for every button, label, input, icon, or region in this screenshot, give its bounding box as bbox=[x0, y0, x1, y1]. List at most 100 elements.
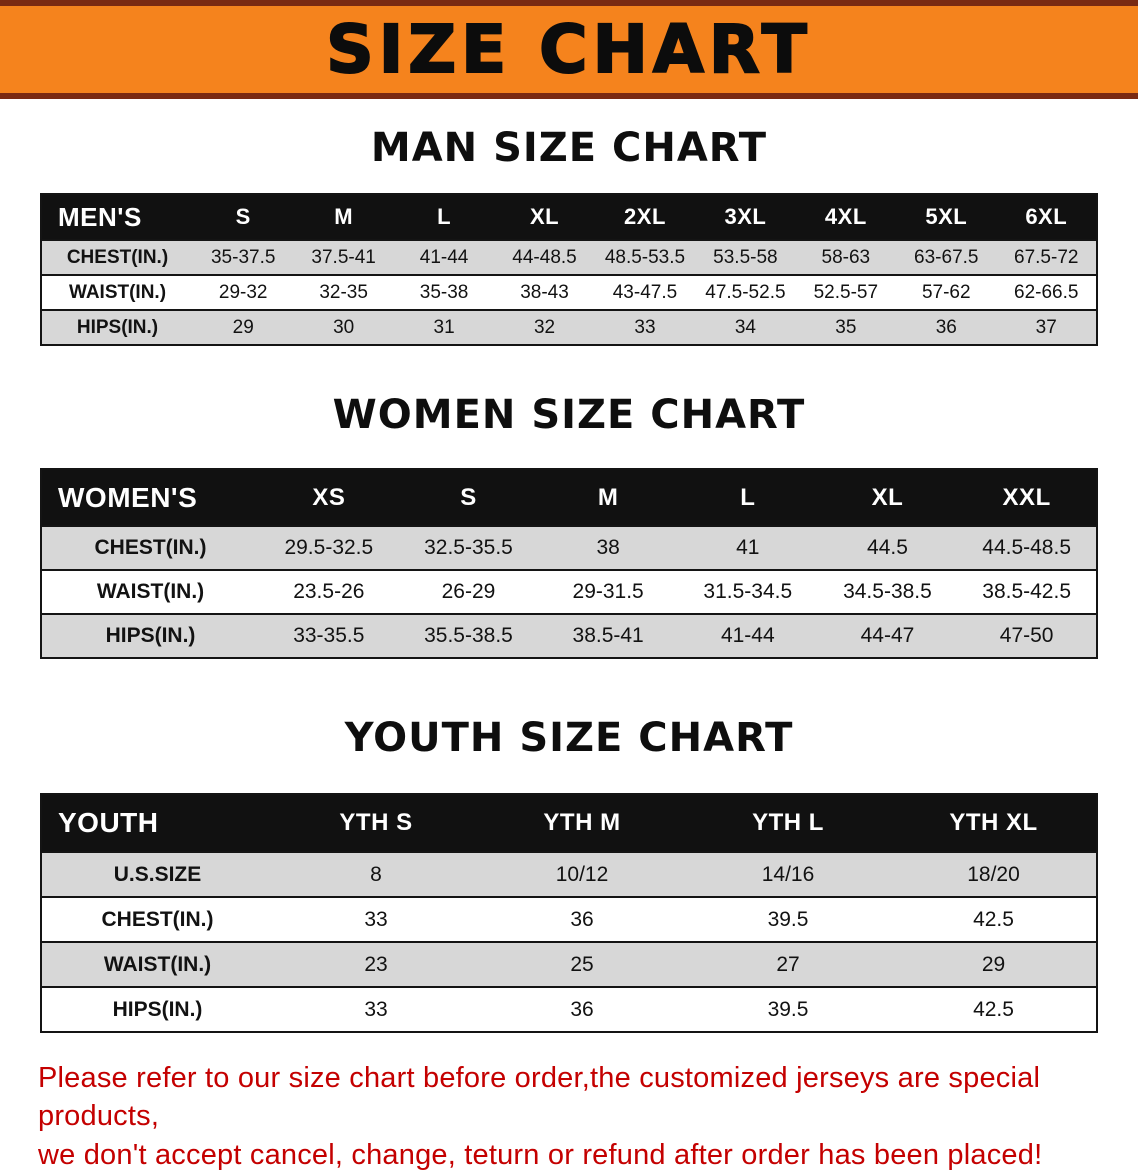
men-size-table: MEN'S S M L XL 2XL 3XL 4XL 5XL 6XL CHEST(IN.) 35-37… bbox=[40, 193, 1098, 346]
youth-row-chest-in: CHEST(IN.) 33 36 39.5 42.5 bbox=[41, 897, 1097, 942]
size-value: 38.5-42.5 bbox=[982, 580, 1072, 603]
size-value: 41 bbox=[736, 536, 760, 559]
men-header-row: MEN'S S M L XL 2XL 3XL 4XL 5XL 6XL bbox=[41, 194, 1097, 240]
youth-row-hips-in: HIPS(IN.) 33 36 39.5 42.5 bbox=[41, 987, 1097, 1032]
youth-table-title: YOUTH bbox=[41, 794, 273, 852]
size-value: 10/12 bbox=[555, 862, 609, 886]
size-value: 29 bbox=[981, 952, 1006, 976]
women-section: WOMEN SIZE CHART WOMEN'S XS S M L XL XXL CHEST(I… bbox=[0, 392, 1138, 659]
size-value: 44.5 bbox=[867, 536, 908, 559]
size-value: 29 bbox=[232, 316, 254, 338]
row-label: WAIST(IN.) bbox=[96, 580, 205, 603]
size-value: 34.5-38.5 bbox=[843, 580, 932, 603]
size-value: 37 bbox=[1035, 316, 1057, 338]
size-value: 30 bbox=[333, 316, 355, 338]
size-value: 33-35.5 bbox=[293, 624, 365, 647]
row-label: HIPS(IN.) bbox=[112, 997, 203, 1021]
notice-line-2: we don't accept cancel, change, teturn o… bbox=[38, 1138, 1043, 1171]
size-value: 44-47 bbox=[860, 624, 915, 647]
size-value: 33 bbox=[364, 997, 388, 1021]
size-value: 29.5-32.5 bbox=[284, 536, 374, 559]
men-col-s: S bbox=[193, 194, 294, 240]
women-header-row: WOMEN'S XS S M L XL XXL bbox=[41, 469, 1097, 526]
youth-row-u-s-size: U.S.SIZE 8 10/12 14/16 18/20 bbox=[41, 852, 1097, 897]
size-value: 57-62 bbox=[921, 281, 971, 303]
size-value: 32.5-35.5 bbox=[424, 536, 513, 559]
women-row-hips-in: HIPS(IN.) 33-35.5 35.5-38.5 38.5-41 41-44 44-… bbox=[41, 614, 1097, 658]
size-value: 47.5-52.5 bbox=[705, 281, 786, 303]
size-value: 36 bbox=[935, 316, 957, 338]
women-col-m: M bbox=[538, 469, 678, 526]
size-value: 33 bbox=[634, 316, 656, 338]
size-value: 25 bbox=[570, 952, 594, 976]
size-value: 27 bbox=[776, 952, 800, 976]
youth-size-table: YOUTH YTH S YTH M YTH L YTH XL U.S.SIZE 8 10/12… bbox=[40, 793, 1098, 1033]
row-label: HIPS(IN.) bbox=[105, 624, 196, 647]
row-label: WAIST(IN.) bbox=[103, 952, 212, 976]
size-value: 29-32 bbox=[218, 281, 268, 303]
men-heading: MAN SIZE CHART bbox=[370, 125, 768, 171]
youth-row-waist-in: WAIST(IN.) 23 25 27 29 bbox=[41, 942, 1097, 987]
size-value: 18/20 bbox=[967, 862, 1020, 886]
size-value: 52.5-57 bbox=[813, 281, 879, 303]
size-value: 39.5 bbox=[767, 907, 809, 931]
size-value: 47-50 bbox=[999, 624, 1054, 647]
women-col-xxl: XXL bbox=[957, 469, 1097, 526]
size-value: 31.5-34.5 bbox=[703, 580, 793, 603]
youth-col-yth-m: YTH M bbox=[479, 794, 685, 852]
size-value: 63-67.5 bbox=[914, 246, 979, 268]
men-table-title: MEN'S bbox=[41, 194, 193, 240]
size-value: 23 bbox=[364, 952, 388, 976]
size-value: 35-37.5 bbox=[210, 246, 276, 268]
women-row-waist-in: WAIST(IN.) 23.5-26 26-29 29-31.5 31.5-34.5 34… bbox=[41, 570, 1097, 614]
size-value: 53.5-58 bbox=[713, 246, 778, 268]
men-section: MAN SIZE CHART MEN'S S M L XL 2XL 3XL 4XL 5XL 6XL C… bbox=[0, 125, 1138, 346]
size-value: 43-47.5 bbox=[612, 281, 678, 303]
men-col-2xl: 2XL bbox=[594, 194, 696, 240]
men-col-l: L bbox=[393, 194, 495, 240]
men-col-m: M bbox=[293, 194, 394, 240]
women-col-l: L bbox=[677, 469, 818, 526]
women-table-title: WOMEN'S bbox=[41, 469, 259, 526]
size-value: 35.5-38.5 bbox=[424, 624, 513, 647]
men-row-hips-in: HIPS(IN.) 29 30 31 32 33 34 35 36 37 bbox=[41, 310, 1097, 345]
row-label: WAIST(IN.) bbox=[68, 281, 167, 303]
youth-col-yth-xl: YTH XL bbox=[891, 794, 1097, 852]
size-value: 23.5-26 bbox=[293, 580, 365, 603]
youth-col-yth-l: YTH L bbox=[685, 794, 891, 852]
size-value: 31 bbox=[433, 316, 455, 338]
men-row-chest-in: CHEST(IN.) 35-37.5 37.5-41 41-44 44-48.5 48.5… bbox=[41, 240, 1097, 275]
size-value: 36 bbox=[570, 997, 594, 1021]
men-col-4xl: 4XL bbox=[795, 194, 897, 240]
size-value: 38.5-41 bbox=[572, 624, 644, 647]
size-value: 14/16 bbox=[761, 862, 815, 886]
men-col-6xl: 6XL bbox=[996, 194, 1097, 240]
size-value: 48.5-53.5 bbox=[604, 246, 686, 268]
size-value: 32-35 bbox=[319, 281, 368, 303]
size-value: 35-38 bbox=[419, 281, 469, 303]
size-value: 38 bbox=[596, 536, 620, 559]
size-value: 41-44 bbox=[720, 624, 775, 647]
men-col-3xl: 3XL bbox=[695, 194, 796, 240]
women-col-s: S bbox=[398, 469, 539, 526]
size-value: 67.5-72 bbox=[1014, 246, 1079, 268]
size-value: 37.5-41 bbox=[311, 246, 376, 268]
size-value: 29-31.5 bbox=[572, 580, 644, 603]
size-value: 34 bbox=[734, 316, 756, 338]
row-label: U.S.SIZE bbox=[113, 862, 202, 886]
size-value: 42.5 bbox=[973, 997, 1014, 1021]
women-size-table: WOMEN'S XS S M L XL XXL CHEST(IN.) 29.5-32.5 32.5… bbox=[40, 468, 1098, 659]
size-value: 8 bbox=[370, 862, 382, 886]
size-value: 41-44 bbox=[419, 246, 469, 268]
women-col-xs: XS bbox=[259, 469, 399, 526]
size-value: 58-63 bbox=[821, 246, 871, 268]
size-value: 44-48.5 bbox=[512, 246, 577, 268]
row-label: HIPS(IN.) bbox=[76, 316, 159, 338]
size-value: 33 bbox=[364, 907, 388, 931]
size-value: 26-29 bbox=[441, 580, 496, 603]
page-title: SIZE CHART bbox=[325, 10, 812, 88]
men-col-5xl: 5XL bbox=[896, 194, 997, 240]
row-label: CHEST(IN.) bbox=[101, 907, 214, 931]
size-value: 42.5 bbox=[973, 907, 1014, 931]
footer-notice: Please refer to our size chart before or… bbox=[0, 1059, 1138, 1174]
